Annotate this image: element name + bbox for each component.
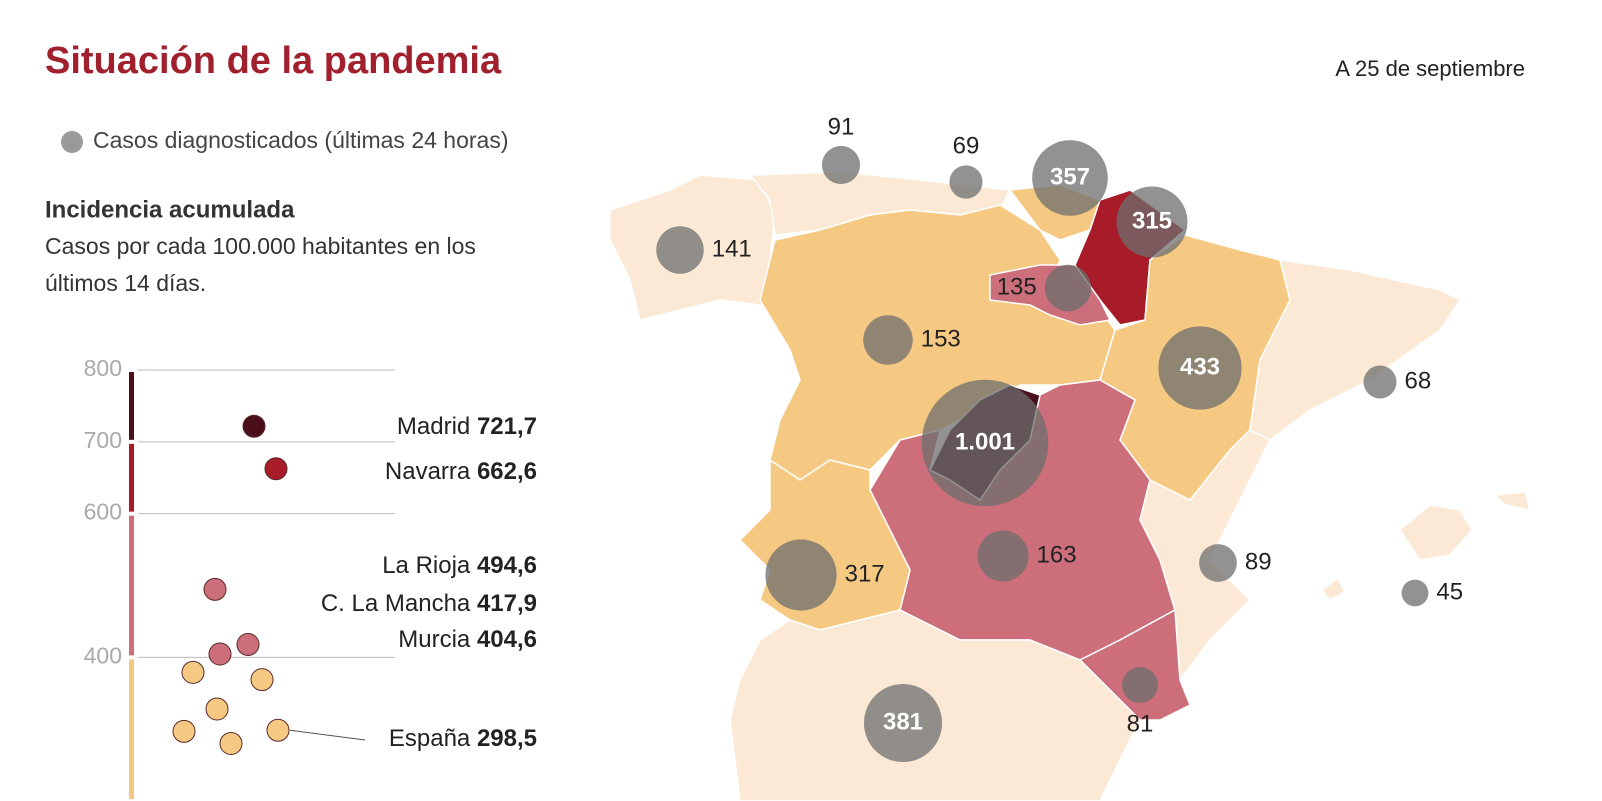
scale-segment xyxy=(129,443,134,512)
bubble-label: 68 xyxy=(1404,367,1431,394)
date: A 25 de septiembre xyxy=(1335,56,1525,81)
dot-value: 404,6 xyxy=(477,626,537,653)
dot xyxy=(264,457,288,481)
dot xyxy=(203,577,227,601)
case-bubble xyxy=(863,683,943,763)
bubble-label: 69 xyxy=(953,133,980,160)
bubble-label: 81 xyxy=(1127,710,1154,737)
bubble-label: 1.001 xyxy=(955,428,1015,455)
bubble-label: 433 xyxy=(1180,353,1220,380)
dot-label: Madrid 721,7 xyxy=(397,413,537,440)
dot-label: Murcia 404,6 xyxy=(398,626,537,653)
dot-value: 721,7 xyxy=(477,413,537,440)
title: Situación de la pandemia xyxy=(45,40,502,82)
dot xyxy=(266,718,290,742)
case-bubble xyxy=(977,530,1029,582)
menorca xyxy=(1493,491,1532,511)
dot xyxy=(208,642,232,666)
case-bubble xyxy=(1032,140,1108,216)
dot xyxy=(181,660,205,684)
case-bubble xyxy=(656,226,704,274)
scale-segment xyxy=(129,659,134,799)
case-bubble xyxy=(949,165,983,199)
bubble-label: 163 xyxy=(1037,541,1077,568)
bubble-label: 153 xyxy=(921,325,961,352)
dot-label: España 298,5 xyxy=(389,725,537,752)
case-bubble xyxy=(1199,544,1237,582)
dot-value: 494,6 xyxy=(477,552,537,579)
dot xyxy=(236,632,260,656)
dot-name: Madrid xyxy=(397,413,470,440)
section-title: Incidencia acumulada xyxy=(45,196,295,223)
dot-label: C. La Mancha 417,9 xyxy=(321,590,537,617)
leader-line xyxy=(289,729,366,741)
case-bubble xyxy=(765,539,837,611)
bubble-label: 135 xyxy=(997,273,1037,300)
dot xyxy=(250,668,274,692)
legend-swatch xyxy=(61,131,83,153)
mallorca xyxy=(1399,504,1473,561)
scale-segment xyxy=(129,515,134,656)
y-tick-label: 400 xyxy=(84,642,122,668)
section-subtitle: Casos por cada 100.000 habitantes en los xyxy=(45,233,476,259)
case-bubble xyxy=(821,145,861,185)
dot-value: 417,9 xyxy=(477,590,537,617)
dot xyxy=(242,414,266,438)
case-bubble xyxy=(921,379,1049,507)
section-subtitle: últimos 14 días. xyxy=(45,270,206,296)
legend-label: Casos diagnosticados (últimas 24 horas) xyxy=(93,127,508,153)
bubble-label: 381 xyxy=(883,708,923,735)
bubble-label: 89 xyxy=(1245,548,1272,575)
bubble-label: 315 xyxy=(1132,207,1172,234)
y-tick-label: 700 xyxy=(84,427,122,453)
case-bubble xyxy=(1044,264,1092,312)
bubble-label: 45 xyxy=(1436,578,1463,605)
ibiza xyxy=(1320,576,1346,601)
dot-value: 298,5 xyxy=(477,725,537,752)
dot xyxy=(219,732,243,756)
cataluna xyxy=(1249,259,1462,441)
case-bubble xyxy=(1116,186,1188,258)
dot xyxy=(205,697,229,721)
case-bubble xyxy=(1363,365,1397,399)
case-bubble xyxy=(1158,326,1242,410)
y-tick-label: 800 xyxy=(84,355,122,381)
dot-label: La Rioja 494,6 xyxy=(382,552,537,579)
bubble-label: 91 xyxy=(828,113,855,140)
scale-segment xyxy=(129,372,134,440)
y-tick-label: 600 xyxy=(84,499,122,525)
dot xyxy=(172,719,196,743)
case-bubble xyxy=(1401,579,1429,607)
case-bubble xyxy=(863,315,913,365)
case-bubble xyxy=(1122,667,1158,703)
bubble-label: 141 xyxy=(712,235,752,262)
dot-name: Navarra xyxy=(385,458,471,485)
dot-name: España xyxy=(389,725,471,752)
dot-name: La Rioja xyxy=(382,552,471,579)
dot-label: Navarra 662,6 xyxy=(385,458,537,485)
dot-name: Murcia xyxy=(398,626,471,653)
bubble-label: 357 xyxy=(1050,163,1090,190)
bubble-label: 317 xyxy=(845,560,885,587)
dot-value: 662,6 xyxy=(477,458,537,485)
dot-name: C. La Mancha xyxy=(321,590,471,617)
